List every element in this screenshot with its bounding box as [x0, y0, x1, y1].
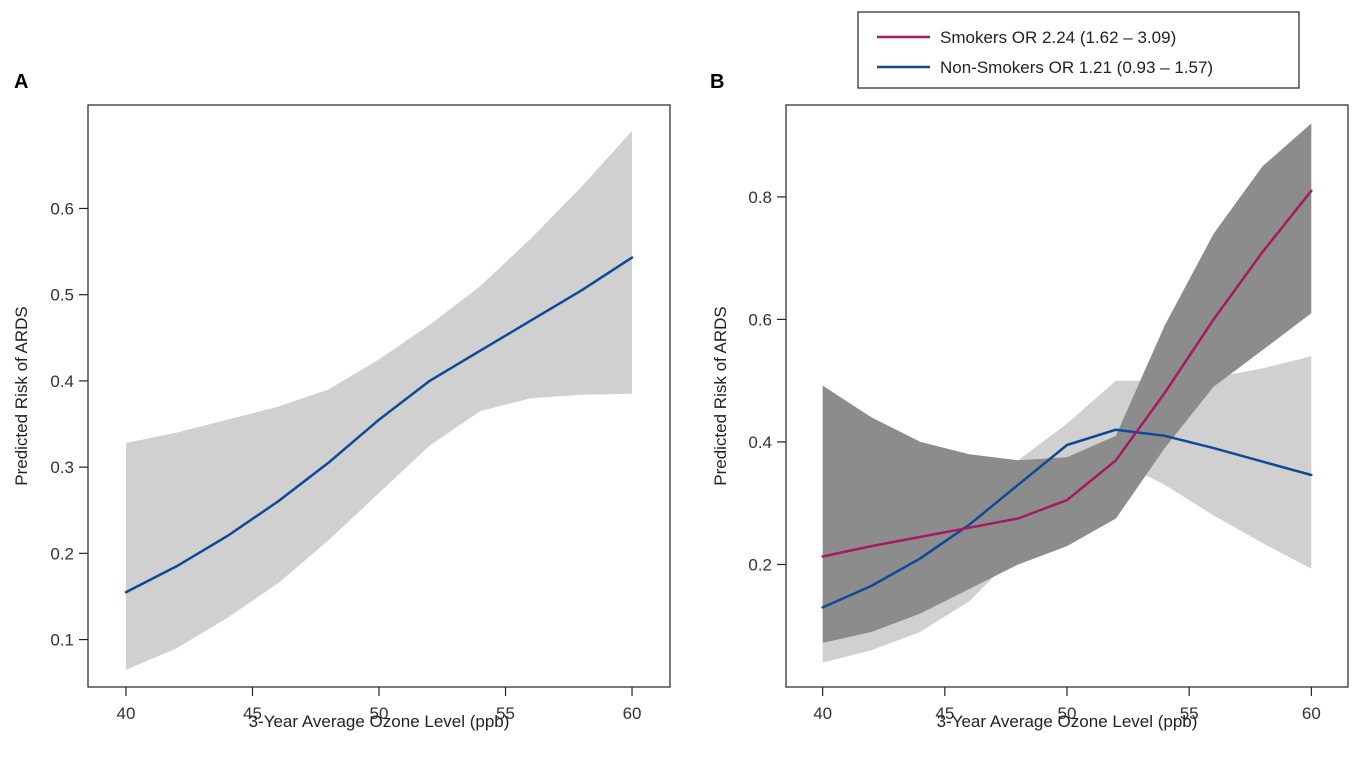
panel-b-x-axis-label: 3-Year Average Ozone Level (ppb): [937, 712, 1198, 731]
panel-a-y-tick-label: 0.3: [50, 458, 74, 477]
panel-b-x-tick-label: 50: [1058, 704, 1077, 723]
panel-a-label: A: [14, 71, 28, 93]
panel-b-x-tick-label: 45: [935, 704, 954, 723]
panel-b-lines: [821, 189, 1313, 609]
panel-b: B 40 45 50 55 60 0.2 0.4 0.6 0.8 3-Year Average…: [710, 11, 1349, 731]
panel-b-y-tick-label: 0.8: [748, 188, 772, 207]
panel-b-y-tick-label: 0.4: [748, 433, 772, 452]
panel-b-x-tick-label: 55: [1180, 704, 1199, 723]
panel-b-y-tick-label: 0.6: [748, 310, 772, 329]
panel-a-x-ticks: 40 45 50 55 60: [116, 687, 642, 723]
panel-b-y-tick-label: 0.2: [748, 555, 772, 574]
panel-a-x-tick-label: 60: [623, 704, 642, 723]
panel-b-confidence-bands: [822, 123, 1312, 663]
panel-a-x-tick-label: 45: [243, 704, 262, 723]
panel-a-y-ticks: 0.1 0.2 0.3 0.4 0.5 0.6: [50, 199, 88, 650]
panel-a-y-tick-label: 0.6: [50, 199, 74, 218]
panel-a-y-tick-label: 0.5: [50, 286, 74, 305]
panel-b-band-smokers: [822, 123, 1312, 643]
legend-entry-smokers: Smokers OR 2.24 (1.62 – 3.09): [940, 28, 1176, 47]
panel-a-line-series-0: [124, 256, 634, 594]
panel-b-x-tick-label: 60: [1302, 704, 1321, 723]
panel-a-x-tick-label: 40: [116, 704, 135, 723]
panel-a-y-axis-label: Predicted Risk of ARDS: [12, 306, 31, 486]
panel-b-label: B: [710, 71, 724, 93]
legend-frame: [857, 11, 1300, 89]
panel-a-y-tick-label: 0.2: [50, 544, 74, 563]
panel-b-legend: Smokers OR 2.24 (1.62 – 3.09) Non-Smoker…: [857, 11, 1300, 89]
panel-b-y-ticks: 0.2 0.4 0.6 0.8: [748, 188, 786, 574]
panel-a-confidence-bands: [126, 130, 632, 670]
panel-a: A 40 45 50 55 60 0.1 0.2 0.3 0.4 0.5 0.6 3-Year A…: [12, 71, 671, 731]
panel-a-y-tick-label: 0.4: [50, 372, 74, 391]
panel-b-y-axis-label: Predicted Risk of ARDS: [711, 306, 730, 486]
panel-a-x-tick-label: 50: [370, 704, 389, 723]
panel-a-lines: [124, 256, 634, 594]
panel-a-x-axis-label: 3-Year Average Ozone Level (ppb): [249, 712, 510, 731]
panel-a-x-tick-label: 55: [496, 704, 515, 723]
panel-b-line-smokers: [821, 189, 1313, 558]
panel-a-band-series-0: [126, 130, 632, 670]
panel-b-x-tick-label: 40: [813, 704, 832, 723]
legend-entry-non-smokers: Non-Smokers OR 1.21 (0.93 – 1.57): [940, 58, 1213, 77]
panel-b-line-non-smokers: [821, 428, 1313, 609]
panel-b-x-ticks: 40 45 50 55 60: [813, 687, 1321, 723]
panel-a-y-tick-label: 0.1: [50, 631, 74, 650]
